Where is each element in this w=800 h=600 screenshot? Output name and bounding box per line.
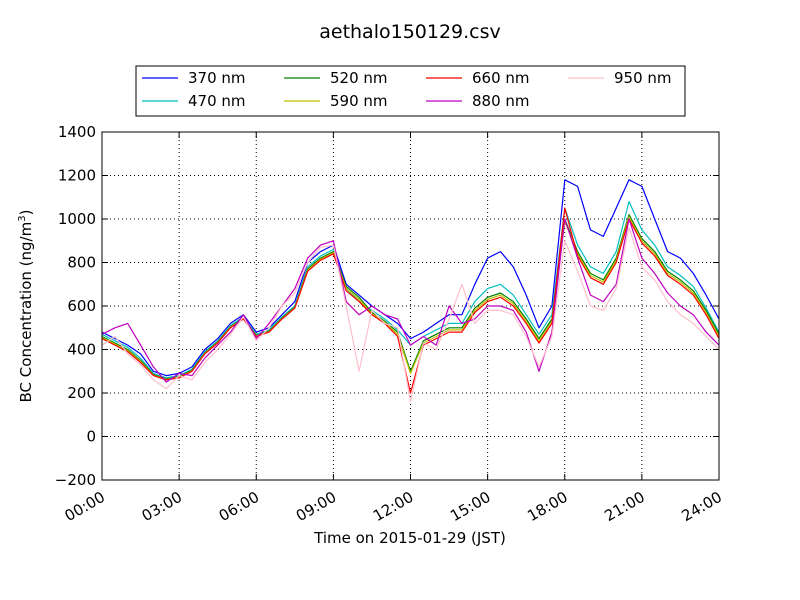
x-tick-label: 00:00: [62, 488, 108, 525]
legend-label: 880 nm: [472, 92, 530, 110]
series-group: [102, 179, 719, 403]
legend-label: 660 nm: [472, 69, 530, 87]
legend-entry: 950 nm: [568, 69, 672, 87]
legend-entry: 880 nm: [426, 92, 530, 110]
series-line-950-nm: [102, 227, 719, 403]
x-axis-title: Time on 2015-01-29 (JST): [313, 529, 506, 547]
legend-entry: 470 nm: [142, 92, 246, 110]
series-line-880-nm: [102, 218, 719, 383]
y-tick-label: 800: [67, 254, 96, 272]
x-tick-label: 09:00: [293, 488, 339, 525]
y-tick-label: 1200: [58, 167, 96, 185]
x-tick-label: 06:00: [216, 488, 262, 525]
y-axis-title-main: BC Concentration (ng/m: [17, 222, 35, 403]
y-axis-title-suffix: ): [17, 210, 35, 216]
legend-frame: [135, 65, 686, 117]
y-tick-label: 0: [86, 428, 96, 446]
y-tick-label: 1400: [58, 123, 96, 141]
y-tick-label: 200: [67, 384, 96, 402]
x-tick-label: 21:00: [601, 488, 647, 525]
legend: 370 nm 470 nm 520 nm 590 nm 660 nm 880 nm 950 …: [135, 65, 686, 117]
legend-label: 470 nm: [188, 92, 246, 110]
x-axis-tick-labels: 00:00 03:00 06:00 09:00 12:00 15:00 18:00 21:00…: [62, 488, 725, 525]
series-line-370-nm: [102, 179, 719, 377]
y-tick-label: −200: [55, 471, 96, 489]
x-tick-label: 18:00: [524, 488, 570, 525]
y-axis-title: BC Concentration (ng/m3): [17, 210, 35, 403]
legend-label: 950 nm: [614, 69, 672, 87]
y-axis-tick-labels: −200 0 200 400 600 800 1000 1200 1400: [55, 123, 96, 489]
legend-entry: 520 nm: [284, 69, 388, 87]
legend-label: 590 nm: [330, 92, 388, 110]
chart-title: aethalo150129.csv: [319, 21, 501, 43]
legend-label: 520 nm: [330, 69, 388, 87]
legend-label: 370 nm: [188, 69, 246, 87]
axis-ticks: [101, 131, 720, 481]
legend-entry: 370 nm: [142, 69, 246, 87]
x-tick-label: 24:00: [679, 488, 725, 525]
x-tick-label: 03:00: [139, 488, 185, 525]
y-tick-label: 600: [67, 297, 96, 315]
x-tick-label: 15:00: [447, 488, 493, 525]
series-line-660-nm: [102, 207, 719, 394]
legend-entry: 660 nm: [426, 69, 530, 87]
y-axis-title-superscript: 3: [17, 215, 28, 221]
y-tick-label: 1000: [58, 210, 96, 228]
y-tick-label: 400: [67, 341, 96, 359]
plot-area: 00:00 03:00 06:00 09:00 12:00 15:00 18:00 21:00…: [55, 123, 725, 525]
x-tick-label: 12:00: [370, 488, 416, 525]
legend-entry: 590 nm: [284, 92, 388, 110]
